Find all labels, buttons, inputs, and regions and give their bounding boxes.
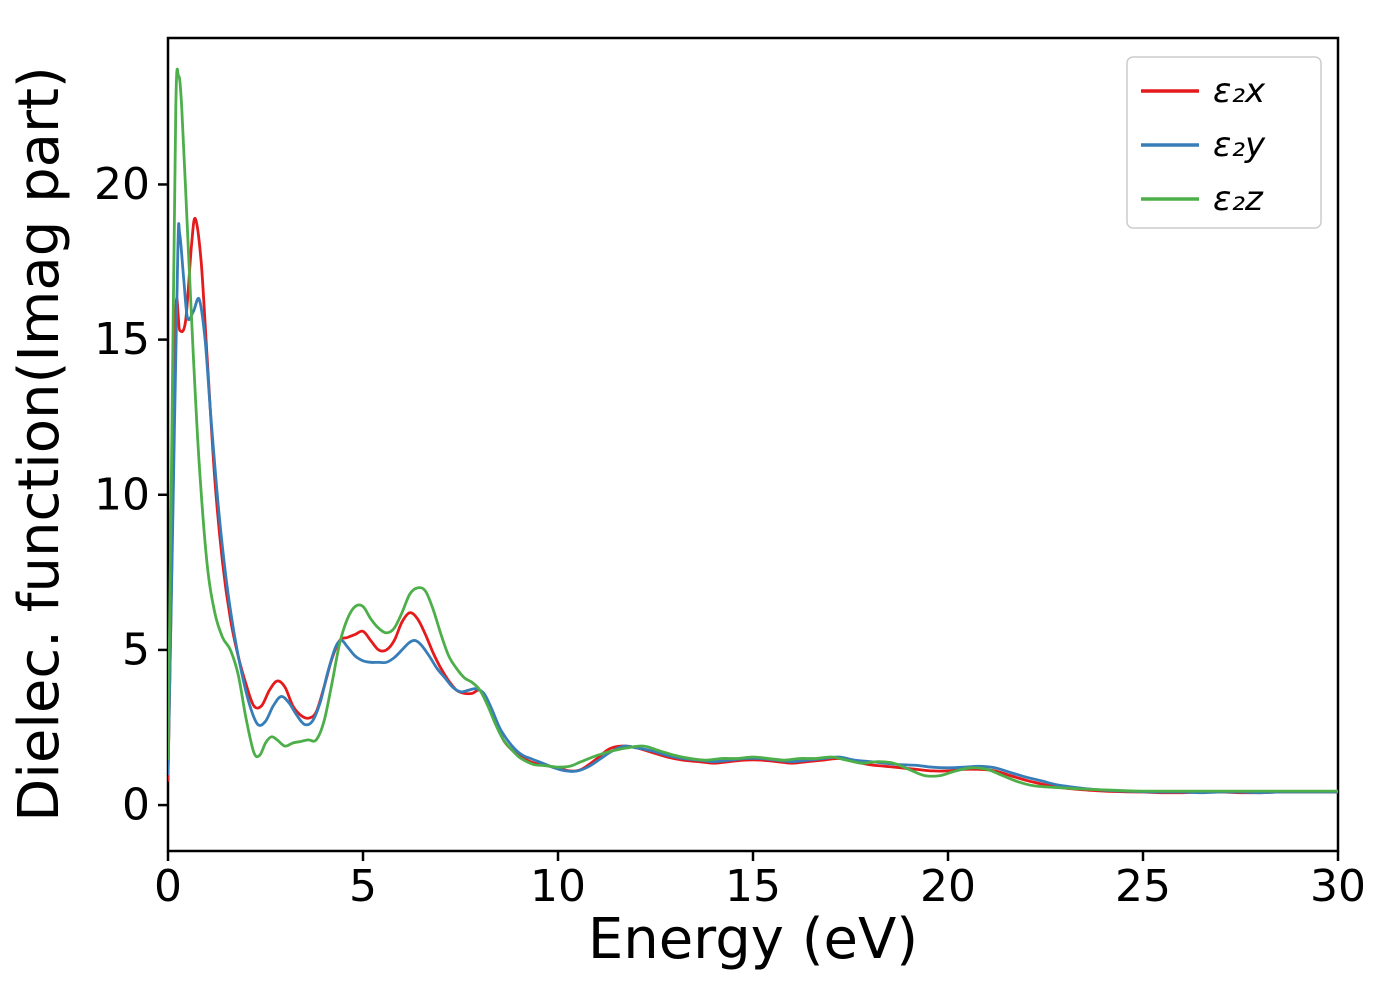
legend-entry: ε₂y [1141, 125, 1266, 165]
legend: ε₂x ε₂y ε₂z [1126, 56, 1322, 229]
x-tick-label: 15 [725, 861, 781, 912]
x-tick-label: 5 [349, 861, 377, 912]
legend-label: ε₂z [1213, 179, 1264, 219]
y-tick-label: 15 [94, 314, 150, 365]
x-axis-ticks: 0 5 10 15 20 25 30 [154, 851, 1366, 912]
x-tick-label: 0 [154, 861, 182, 912]
series-line-ε₂z [168, 67, 1338, 793]
legend-label: ε₂y [1213, 125, 1266, 165]
legend-entry: ε₂x [1141, 71, 1266, 111]
y-axis-ticks: 0 5 10 15 20 [94, 159, 168, 831]
legend-entry: ε₂z [1141, 179, 1264, 219]
series-line-ε₂y [168, 222, 1338, 795]
y-tick-label: 0 [122, 780, 150, 831]
legend-box [1126, 56, 1322, 229]
legend-label: ε₂x [1213, 71, 1266, 111]
y-axis-label: Dielec. function(Imag part) [7, 66, 72, 822]
y-tick-label: 10 [94, 469, 150, 520]
x-tick-label: 20 [920, 861, 976, 912]
series-line-ε₂x [168, 216, 1338, 795]
x-tick-label: 30 [1310, 861, 1366, 912]
y-tick-label: 5 [122, 624, 150, 675]
x-tick-label: 25 [1115, 861, 1171, 912]
series-lines [168, 67, 1338, 795]
y-tick-label: 20 [94, 159, 150, 210]
x-tick-label: 10 [530, 861, 586, 912]
x-axis-label: Energy (eV) [588, 907, 918, 972]
